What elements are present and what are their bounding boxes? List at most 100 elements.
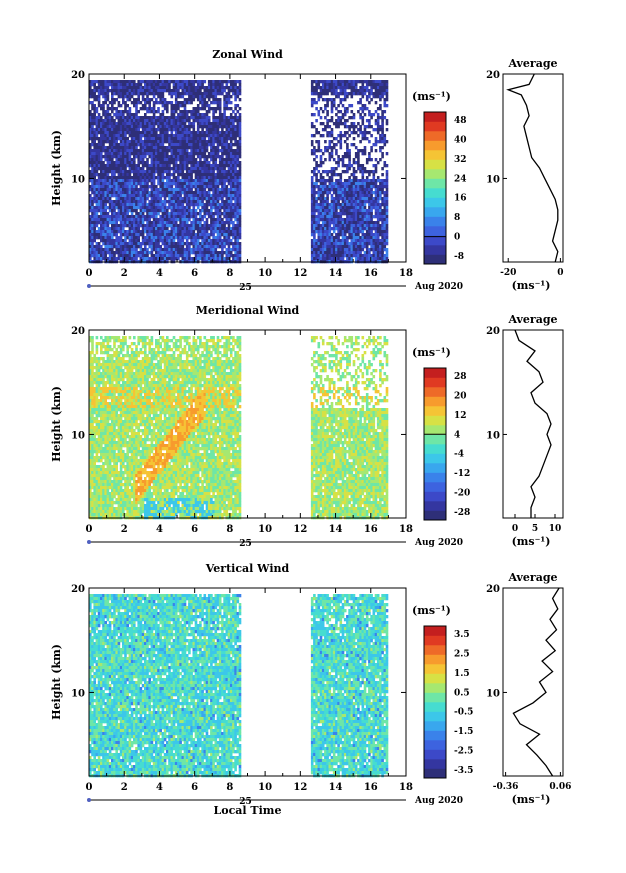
heatmap-cell <box>238 80 242 84</box>
heatmap-cell <box>218 89 222 93</box>
heatmap-cell <box>229 197 233 201</box>
heatmap-cell <box>335 209 338 213</box>
heatmap-cell <box>221 179 224 183</box>
heatmap-cell <box>214 86 218 90</box>
heatmap-cell <box>141 215 145 219</box>
heatmap-cell <box>234 236 237 240</box>
heatmap-cell <box>122 161 125 165</box>
heatmap-cell <box>210 86 213 90</box>
heatmap-cell <box>207 200 211 204</box>
heatmap-cell <box>135 215 138 219</box>
heatmap-cell <box>221 152 224 156</box>
heatmap-cell <box>115 170 118 174</box>
heatmap-cell <box>196 218 200 222</box>
heatmap-cell <box>89 170 92 174</box>
heatmap-cell <box>227 209 231 213</box>
heatmap-cell <box>179 215 182 219</box>
heatmap-cell <box>133 218 136 222</box>
heatmap-cell <box>97 143 101 147</box>
heatmap-cell <box>185 167 189 171</box>
heatmap-cell <box>368 122 371 126</box>
heatmap-cell <box>172 110 176 114</box>
heatmap-cell <box>148 224 151 228</box>
heatmap-cell <box>108 116 112 120</box>
heatmap-cell <box>122 149 125 153</box>
heatmap-cell <box>326 197 329 201</box>
heatmap-cell <box>317 140 321 144</box>
heatmap-cell <box>124 194 127 198</box>
heatmap-cell <box>130 215 134 219</box>
heatmap-cell <box>152 206 156 210</box>
heatmap-cell <box>196 212 200 216</box>
heatmap-cell <box>194 80 198 84</box>
heatmap-cell <box>152 158 156 162</box>
heatmap-cell <box>115 92 118 96</box>
heatmap-cell <box>130 239 134 243</box>
heatmap-cell <box>133 233 136 237</box>
heatmap-cell <box>214 206 218 210</box>
heatmap-cell <box>218 215 222 219</box>
heatmap-cell <box>172 92 176 96</box>
heatmap-cell <box>313 233 316 237</box>
heatmap-cell <box>216 200 220 204</box>
heatmap-cell <box>181 224 185 228</box>
heatmap-cell <box>341 161 345 165</box>
heatmap-cell <box>115 143 118 147</box>
heatmap-cell <box>238 224 242 228</box>
heatmap-cell <box>214 230 218 234</box>
heatmap-cell <box>124 143 127 147</box>
heatmap-cell <box>174 140 178 144</box>
heatmap-cell <box>177 197 180 201</box>
heatmap-cell <box>177 119 180 123</box>
heatmap-cell <box>348 155 351 159</box>
heatmap-cell <box>385 92 389 96</box>
heatmap-cell <box>163 185 167 189</box>
heatmap-cell <box>207 125 211 129</box>
heatmap-cell <box>128 185 132 189</box>
heatmap-cell <box>368 95 371 99</box>
heatmap-cell <box>181 125 185 129</box>
heatmap-cell <box>166 182 169 186</box>
heatmap-cell <box>119 176 123 180</box>
heatmap-cell <box>179 131 182 135</box>
heatmap-cell <box>218 209 222 213</box>
heatmap-cell <box>144 116 147 120</box>
heatmap-cell <box>207 83 211 87</box>
heatmap-cell <box>183 140 187 144</box>
heatmap-cell <box>232 80 235 84</box>
heatmap-cell <box>181 92 185 96</box>
heatmap-cell <box>352 173 356 177</box>
heatmap-cell <box>174 98 178 102</box>
heatmap-cell <box>236 233 240 237</box>
heatmap-cell <box>89 134 92 138</box>
heatmap-cell <box>183 80 187 84</box>
heatmap-cell <box>238 164 242 168</box>
heatmap-cell <box>161 188 165 192</box>
heatmap-cell <box>177 116 180 120</box>
heatmap-cell <box>122 185 125 189</box>
heatmap-cell <box>225 176 229 180</box>
heatmap-cell <box>119 140 123 144</box>
heatmap-cell <box>194 197 198 201</box>
heatmap-cell <box>229 167 233 171</box>
heatmap-cell <box>194 176 198 180</box>
heatmap-cell <box>128 209 132 213</box>
heatmap-cell <box>223 227 226 231</box>
heatmap-cell <box>183 230 187 234</box>
heatmap-cell <box>205 176 209 180</box>
heatmap-cell <box>117 185 121 189</box>
heatmap-cell <box>185 218 189 222</box>
heatmap-cell <box>117 179 121 183</box>
heatmap-cell <box>95 80 99 84</box>
heatmap-cell <box>232 233 235 237</box>
heatmap-cell <box>232 173 235 177</box>
heatmap-cell <box>161 80 165 84</box>
heatmap-cell <box>330 116 334 120</box>
heatmap-cell <box>190 116 193 120</box>
heatmap-cell <box>113 167 116 171</box>
heatmap-cell <box>339 143 343 147</box>
heatmap-cell <box>225 80 229 84</box>
heatmap-cell <box>196 143 200 147</box>
heatmap-cell <box>100 197 103 201</box>
heatmap-cell <box>161 215 165 219</box>
